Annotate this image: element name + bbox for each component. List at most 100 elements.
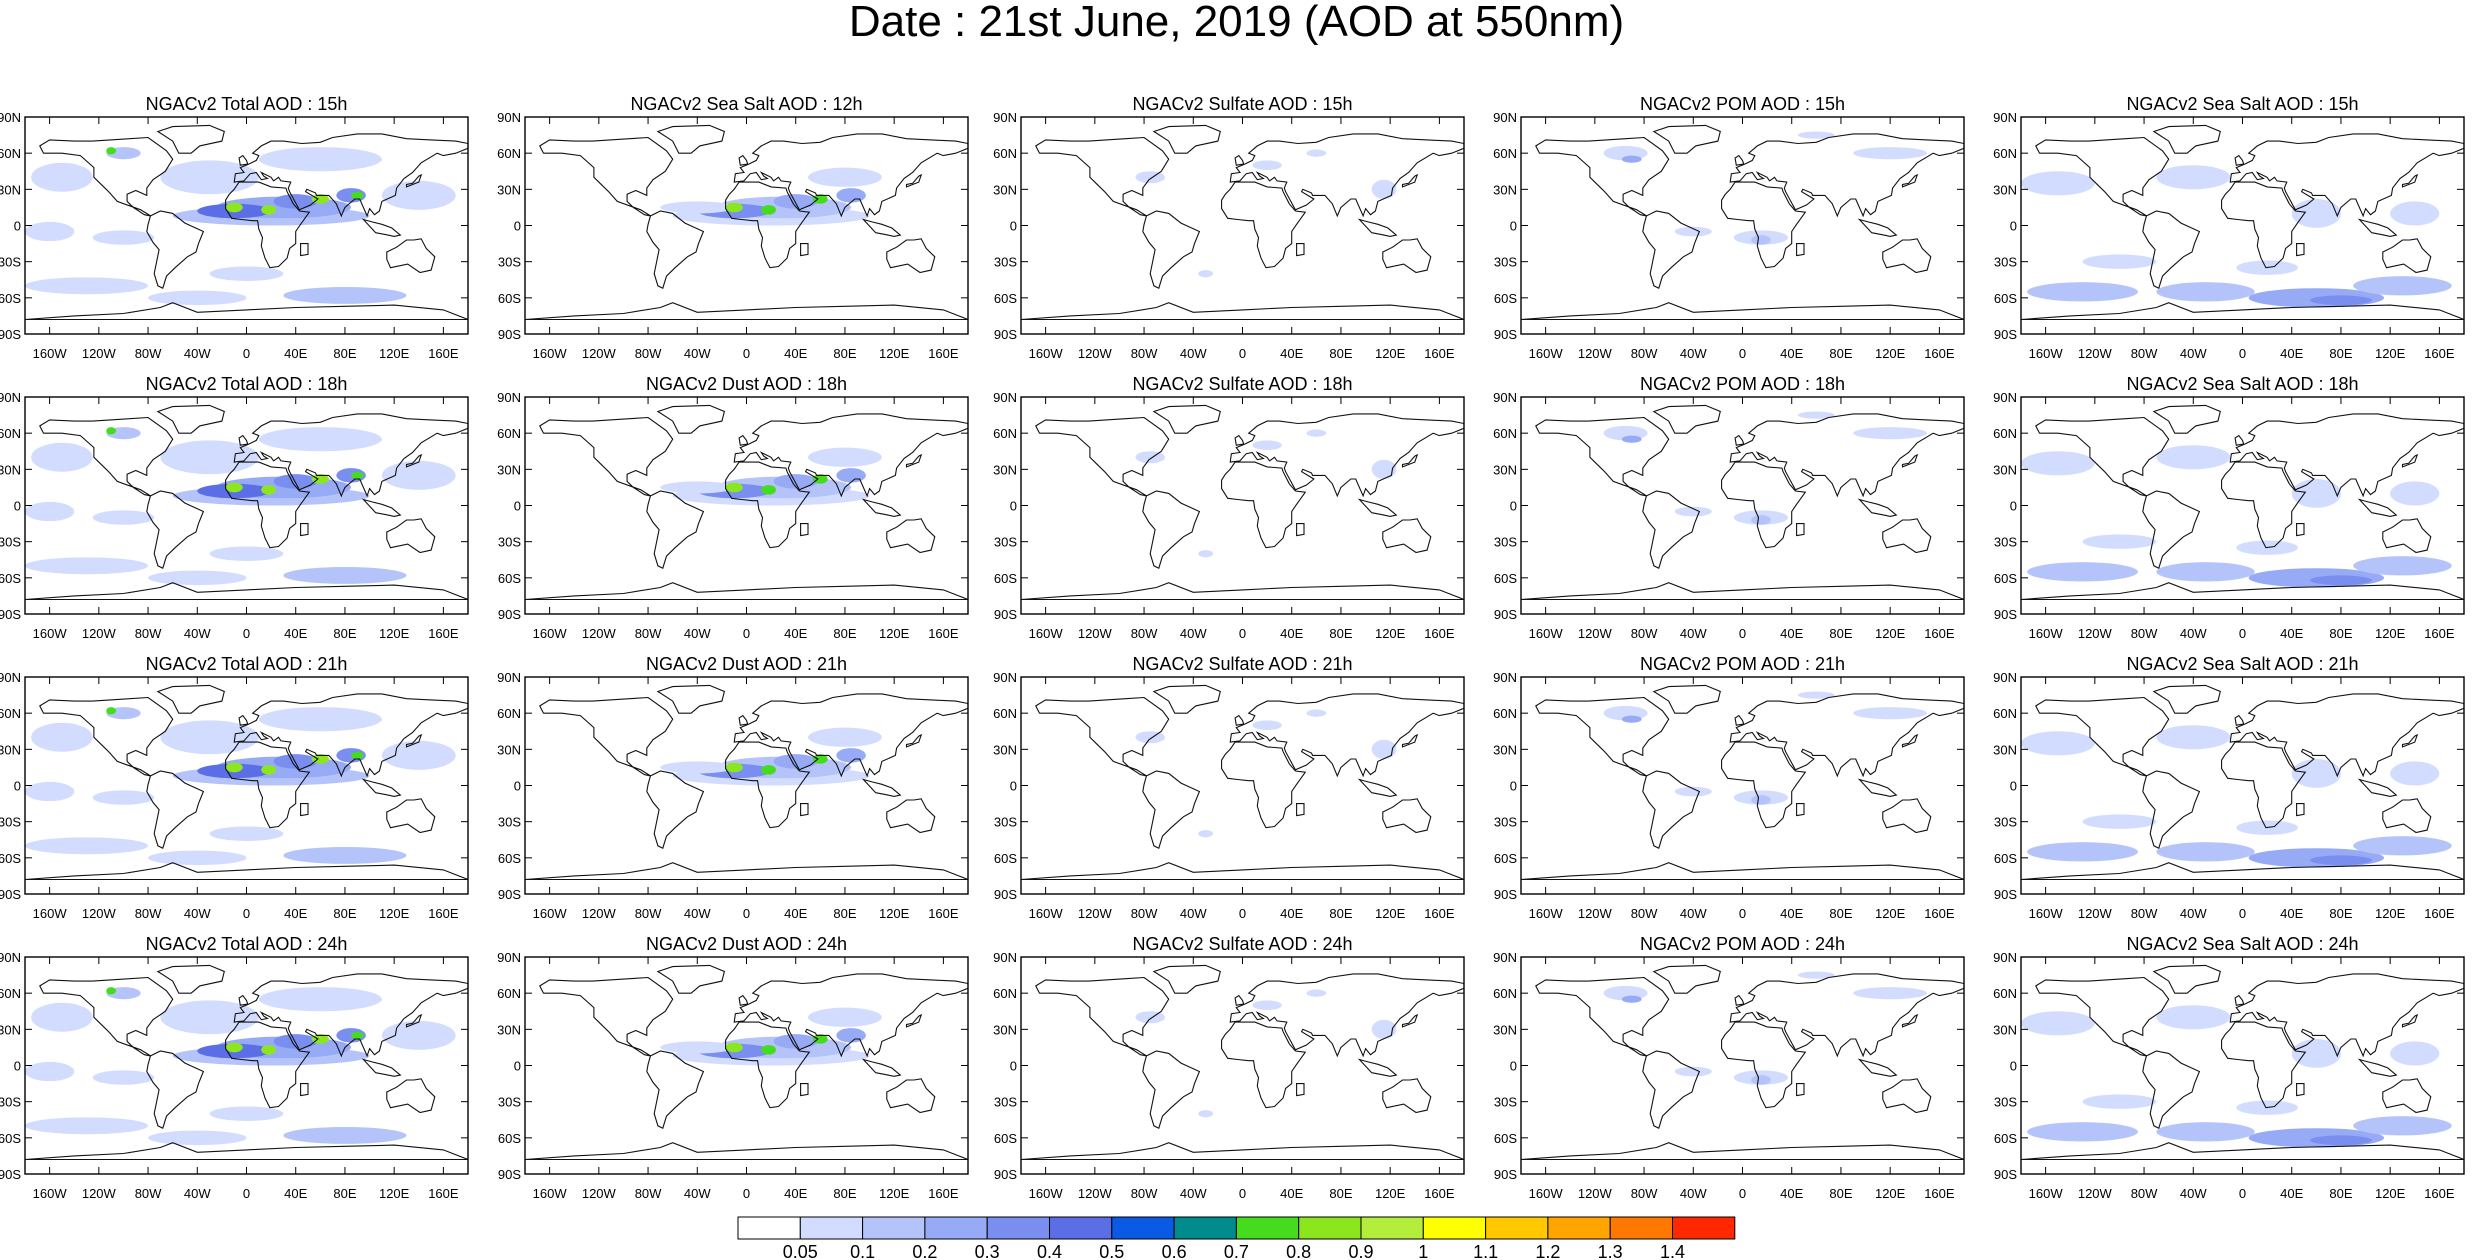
- coastline-africa: [725, 741, 811, 829]
- lon-tick-label: 80W: [2131, 906, 2158, 921]
- lat-tick-label: 30S: [1994, 815, 2017, 830]
- coastline-australia: [1882, 798, 1932, 834]
- lat-tick-label: 30N: [1493, 742, 1517, 757]
- lon-tick-label: 160W: [1529, 1186, 1564, 1201]
- lon-tick-label: 0: [2239, 1186, 2246, 1201]
- lon-tick-label: 40W: [1680, 906, 1707, 921]
- aod-patch: [2156, 445, 2231, 470]
- lat-tick-label: 60S: [1494, 1131, 1517, 1146]
- lon-tick-label: 80W: [635, 346, 662, 361]
- aod-patch: [1306, 149, 1327, 157]
- lat-tick-label: 30S: [1494, 255, 1517, 270]
- aod-patch: [31, 722, 93, 752]
- lon-tick-label: 80E: [833, 346, 856, 361]
- coastline-madagascar: [1796, 523, 1805, 537]
- lat-tick-label: 60S: [0, 571, 21, 586]
- coastline-uk: [2234, 714, 2245, 726]
- coastline-antarctica: [25, 582, 468, 601]
- lon-tick-label: 80E: [333, 1186, 356, 1201]
- lon-tick-label: 80W: [1631, 626, 1658, 641]
- lat-tick-label: 60N: [1993, 426, 2017, 441]
- lon-tick-label: 80E: [1829, 626, 1852, 641]
- coastline-uk: [1734, 994, 1745, 1006]
- coastline-japan: [2401, 733, 2419, 748]
- aod-patch: [209, 266, 284, 281]
- coastline-japan: [405, 733, 423, 748]
- aod-patch: [1371, 459, 1397, 479]
- coastline-africa: [1221, 1021, 1307, 1109]
- colorbar-swatch-5: [1049, 1216, 1113, 1240]
- lon-tick-label: 80E: [1329, 1186, 1352, 1201]
- colorbar-label: 1.2: [1535, 1242, 1560, 1260]
- lon-tick-label: 120W: [1078, 1186, 1113, 1201]
- coastline-samerica: [2142, 210, 2201, 289]
- coastline-samerica: [1142, 770, 1201, 849]
- lon-tick-label: 120E: [379, 1186, 410, 1201]
- coastline-australia: [886, 1078, 936, 1114]
- lon-tick-label: 40E: [284, 626, 307, 641]
- coastline-madagascar: [2296, 803, 2305, 817]
- coastline-africa: [1721, 1021, 1807, 1109]
- lon-tick-label: 160W: [1529, 346, 1564, 361]
- aod-patch: [1621, 435, 1642, 443]
- lat-tick-label: 90N: [993, 390, 1017, 405]
- lon-tick-label: 120W: [582, 906, 617, 921]
- lon-tick-label: 0: [743, 626, 750, 641]
- lat-tick-label: 90N: [1493, 950, 1517, 965]
- lon-tick-label: 120E: [1875, 1186, 1906, 1201]
- coastline-eurasia: [1229, 973, 1464, 1058]
- aod-patch: [381, 180, 456, 210]
- coastline-namerica: [39, 416, 174, 497]
- lon-tick-label: 120W: [582, 626, 617, 641]
- colorbar-swatch-13: [1547, 1216, 1611, 1240]
- lon-tick-label: 80W: [1131, 1186, 1158, 1201]
- coastline-antarctica: [525, 1142, 968, 1161]
- coastline-madagascar: [300, 1083, 309, 1097]
- colorbar-swatch-14: [1609, 1216, 1673, 1240]
- coastline-uk: [1234, 994, 1245, 1006]
- coastline-japan: [1901, 173, 1919, 188]
- lon-tick-label: 40W: [184, 1186, 211, 1201]
- lat-tick-label: 30S: [1994, 255, 2017, 270]
- coastline-australia: [1882, 1078, 1932, 1114]
- coastline-madagascar: [1796, 1083, 1805, 1097]
- map-panel-r2-c5: NGACv2 Sea Salt AOD : 18h 90N 60N 30N 0 30S 60…: [1993, 374, 2465, 641]
- lat-tick-label: 90N: [1993, 950, 2017, 965]
- colorbar-label: 0.2: [912, 1242, 937, 1260]
- coastline-namerica: [539, 696, 674, 777]
- aod-patch: [148, 1130, 247, 1146]
- lat-tick-label: 30N: [993, 182, 1017, 197]
- coastline-madagascar: [300, 523, 309, 537]
- panel-title: NGACv2 Sulfate AOD : 24h: [1132, 934, 1352, 954]
- aod-patch: [283, 1126, 407, 1144]
- coastline-samerica: [1642, 1050, 1701, 1129]
- lon-tick-label: 40W: [2180, 906, 2207, 921]
- lon-tick-label: 120E: [379, 906, 410, 921]
- lon-tick-label: 80E: [333, 346, 356, 361]
- lon-tick-label: 40E: [284, 346, 307, 361]
- coastline-namerica: [1035, 136, 1170, 217]
- aod-patch: [148, 290, 247, 306]
- lon-tick-label: 160E: [428, 1186, 459, 1201]
- coastline-africa: [1721, 461, 1807, 549]
- lat-tick-label: 30N: [1993, 182, 2017, 197]
- lat-tick-label: 0: [514, 1059, 521, 1074]
- panel-title: NGACv2 POM AOD : 24h: [1640, 934, 1845, 954]
- coastline-japan: [905, 1013, 923, 1028]
- lat-tick-label: 90S: [0, 327, 21, 342]
- lon-tick-label: 80E: [2329, 626, 2352, 641]
- coastline-madagascar: [800, 243, 809, 257]
- aod-patch: [273, 754, 318, 769]
- aod-patch: [773, 474, 818, 489]
- lon-tick-label: 0: [243, 346, 250, 361]
- coastline-indonesia: [1357, 218, 1398, 237]
- aod-patch: [1751, 795, 1771, 805]
- aod-patch: [1252, 440, 1282, 451]
- lat-tick-label: 60S: [0, 851, 21, 866]
- lon-tick-label: 40E: [284, 1186, 307, 1201]
- aod-patch: [351, 191, 364, 199]
- lat-tick-label: 90N: [497, 670, 521, 685]
- aod-patch: [1198, 550, 1213, 558]
- lat-tick-label: 60N: [993, 146, 1017, 161]
- coastline-samerica: [146, 1050, 205, 1129]
